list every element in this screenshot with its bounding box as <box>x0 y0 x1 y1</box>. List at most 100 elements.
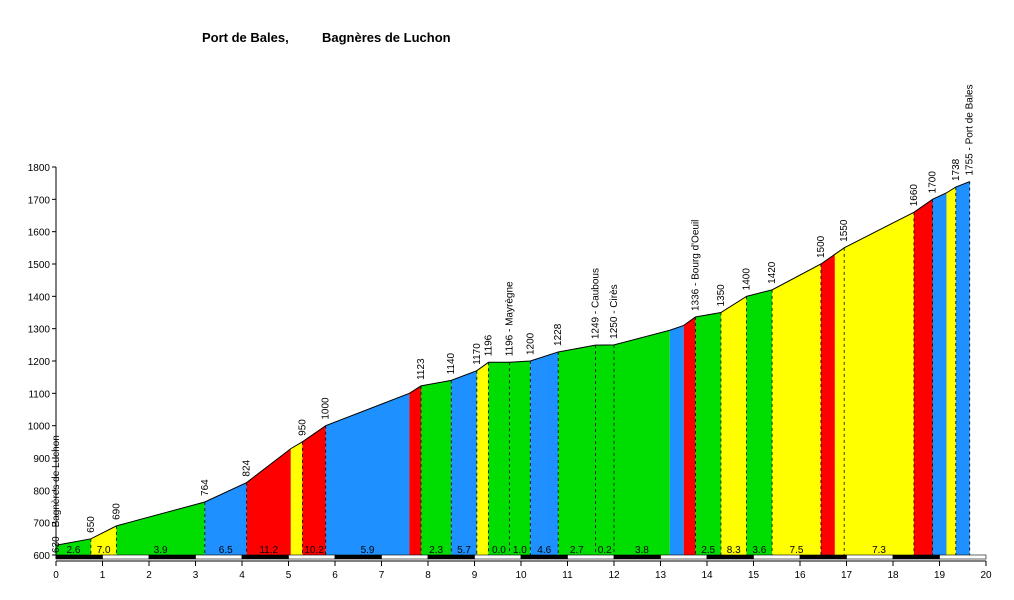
x-tick-label: 9 <box>472 570 478 581</box>
gradient-segment <box>614 330 670 555</box>
x-tick-label: 17 <box>841 570 853 581</box>
x-tick-label: 7 <box>379 570 385 581</box>
x-tick-label: 1 <box>100 570 106 581</box>
x-tick-label: 18 <box>887 570 899 581</box>
altitude-label: 950 <box>297 419 308 436</box>
x-tick-label: 12 <box>608 570 620 581</box>
y-tick-label: 1000 <box>28 422 51 433</box>
x-tick-label: 15 <box>748 570 760 581</box>
gradient-label: 2.7 <box>570 545 584 556</box>
gradient-segment <box>932 192 947 555</box>
altitude-label: 1660 <box>909 184 920 207</box>
gradient-label: 3.8 <box>635 545 649 556</box>
altitude-label: 764 <box>200 479 211 496</box>
altitude-label: 630 - Bagnères de Luchon <box>51 435 62 553</box>
gradient-segment <box>669 325 684 555</box>
y-tick-label: 1400 <box>28 292 51 303</box>
km-scale-bar <box>381 554 429 560</box>
x-tick-label: 20 <box>980 570 992 581</box>
gradient-label: 2.6 <box>66 545 80 556</box>
y-tick-label: 700 <box>33 519 50 530</box>
gradient-segment <box>530 351 559 555</box>
altitude-label: 1140 <box>446 352 457 374</box>
altitude-label: 650 <box>86 516 97 533</box>
gradient-label: 5.9 <box>361 545 375 556</box>
x-tick-label: 16 <box>794 570 806 581</box>
x-tick-label: 11 <box>562 570 573 581</box>
altitude-label: 1550 <box>839 219 850 242</box>
altitude-label: 1200 <box>525 332 536 355</box>
gradient-segment <box>302 425 326 555</box>
altitude-label: 1000 <box>321 397 332 420</box>
altitude-label: 1228 <box>553 323 564 346</box>
altitude-label: 690 <box>111 503 122 520</box>
gradient-label: 7.0 <box>97 545 111 556</box>
chart-title-climb: Port de Bales, <box>202 30 289 45</box>
gradient-label: 2.5 <box>701 545 715 556</box>
gradient-label: 3.6 <box>752 545 766 556</box>
y-tick-label: 1300 <box>28 325 51 336</box>
altitude-label: 1123 <box>416 358 427 380</box>
x-tick-label: 14 <box>701 570 713 581</box>
km-scale-bar <box>799 554 847 560</box>
km-scale-bar <box>939 554 987 560</box>
gradient-segment <box>558 345 596 555</box>
y-tick-label: 1200 <box>28 357 51 368</box>
gradient-segment <box>476 362 489 555</box>
gradient-segment <box>844 212 914 555</box>
gradient-segment <box>946 187 956 555</box>
gradient-segment <box>955 181 970 556</box>
altitude-label: 1420 <box>767 261 778 284</box>
x-tick-label: 19 <box>934 570 946 581</box>
gradient-segment <box>834 247 845 556</box>
km-scale-bar <box>334 554 382 560</box>
y-tick-label: 800 <box>33 486 50 497</box>
gradient-segment <box>913 199 933 556</box>
km-scale-bar <box>660 554 708 560</box>
km-scale-bar <box>892 554 940 560</box>
gradient-segment <box>695 312 721 555</box>
gradient-segment <box>90 525 117 555</box>
altitude-label: 1738 <box>951 158 962 181</box>
y-tick-label: 1700 <box>28 195 51 206</box>
x-tick-label: 13 <box>655 570 667 581</box>
gradient-segment <box>746 289 773 555</box>
y-tick-label: 900 <box>33 454 50 465</box>
gradient-segment <box>409 385 422 555</box>
gradient-segment <box>820 254 835 556</box>
y-tick-label: 1100 <box>28 389 50 400</box>
chart-title-start: Bagnères de Luchon <box>322 30 451 45</box>
gradient-segment <box>204 482 247 555</box>
gradient-segment <box>720 296 747 555</box>
gradient-segment <box>56 538 91 555</box>
y-tick-label: 1600 <box>28 228 51 239</box>
gradient-label: 7.5 <box>790 545 804 556</box>
altitude-label: 1196 <box>483 334 494 356</box>
gradient-label: 8.3 <box>727 545 741 556</box>
x-tick-label: 10 <box>515 570 527 581</box>
gradient-segment <box>451 370 477 555</box>
chart-title: Port de Bales, Bagnères de Luchon <box>0 30 1014 50</box>
altitude-label: 1700 <box>928 171 939 194</box>
altitude-label: 1170 <box>472 343 483 365</box>
gradient-segment <box>488 362 510 555</box>
gradient-label: 4.6 <box>537 545 551 556</box>
gradient-segment <box>325 393 410 555</box>
gradient-label: 0.2 <box>598 545 612 556</box>
x-tick-label: 2 <box>146 570 152 581</box>
gradient-label: 5.7 <box>457 545 471 556</box>
gradient-label: 0.0 <box>492 545 506 556</box>
altitude-label: 824 <box>242 459 253 476</box>
altitude-label: 1500 <box>816 235 827 258</box>
altitude-label: 1755 - Port de Bales <box>965 84 976 175</box>
gradient-segment <box>246 448 291 555</box>
y-tick-label: 1800 <box>28 163 51 174</box>
y-tick-label: 1500 <box>28 260 51 271</box>
profile-line <box>55 181 970 546</box>
gradient-segment <box>509 361 531 555</box>
gradient-segment <box>116 501 205 555</box>
x-tick-label: 5 <box>286 570 292 581</box>
gradient-segment <box>290 441 303 555</box>
altitude-label: 1250 - Cirès <box>609 284 620 338</box>
